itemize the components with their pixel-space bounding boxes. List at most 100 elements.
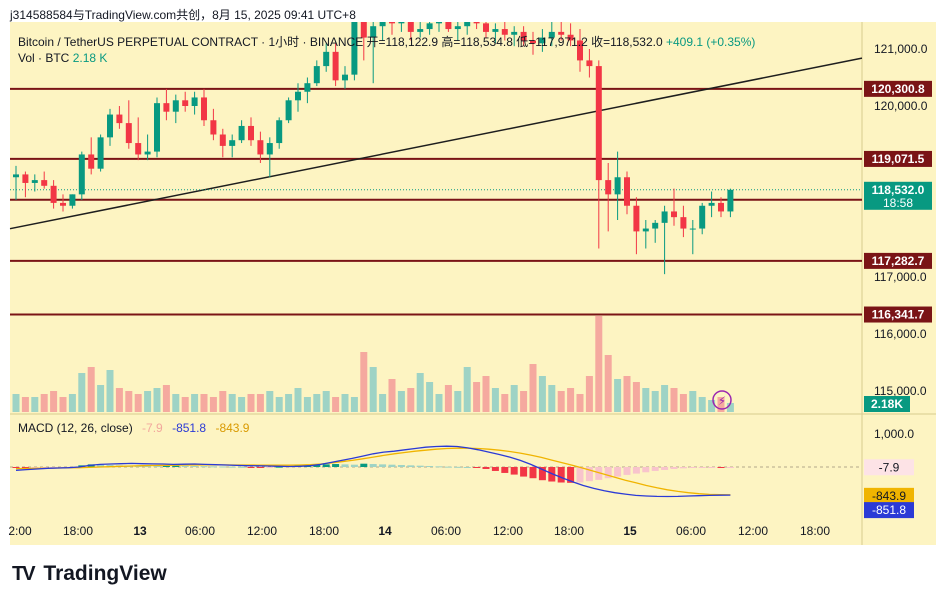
volume-bar: [576, 394, 584, 412]
macd-hist-bar: [726, 467, 734, 468]
candle-body: [97, 137, 104, 169]
macd-hist-bar: [144, 465, 152, 467]
volume-bar: [482, 376, 490, 412]
macd-value-tag-label: -7.9: [879, 460, 900, 474]
x-axis-tick-label: 06:00: [676, 524, 706, 538]
candle-body: [172, 100, 179, 112]
volume-bar: [642, 388, 650, 412]
volume-bar: [614, 379, 622, 412]
candle-body: [633, 205, 640, 232]
candle-body: [276, 120, 283, 144]
candle-body: [22, 174, 29, 183]
x-axis-tick-label: 12:00: [493, 524, 523, 538]
y-axis-tick-label: 115,000.0: [874, 384, 927, 398]
candle-body: [342, 74, 348, 81]
macd-hist-bar: [31, 467, 39, 469]
volume-bar: [153, 388, 161, 412]
candle-body: [238, 125, 245, 141]
volume-bar: [21, 397, 29, 412]
volume-legend: Vol · BTC 2.18 K: [18, 51, 107, 65]
volume-bar: [491, 388, 499, 412]
symbol-name[interactable]: Bitcoin / TetherUS PERPETUAL CONTRACT · …: [18, 35, 364, 49]
candle-body: [586, 60, 593, 67]
volume-bar: [209, 397, 217, 412]
candle-body: [50, 185, 57, 203]
candle-body: [154, 103, 160, 152]
x-axis-tick-label: 06:00: [431, 524, 461, 538]
candle-body: [642, 228, 649, 232]
macd-label[interactable]: MACD (12, 26, close): [18, 421, 133, 435]
macd-value-tag: [864, 502, 914, 519]
volume-bar: [538, 376, 546, 412]
volume-bar: [604, 355, 612, 412]
volume-bar: [679, 394, 687, 412]
shared-by-header: j314588584与TradingView.com共创，8月 15, 2025…: [10, 8, 356, 22]
macd-hist-bar: [651, 467, 659, 471]
candle-body: [727, 189, 734, 212]
volume-bar: [40, 394, 48, 412]
candle-body: [135, 143, 142, 155]
macd-hist-bar: [614, 467, 622, 477]
macd-hist-bar: [350, 464, 358, 467]
volume-bar: [623, 376, 631, 412]
candle-body: [191, 97, 198, 106]
tradingview-brand[interactable]: TV TradingView: [12, 562, 167, 586]
volume-bar: [520, 391, 528, 412]
volume-bar: [172, 394, 180, 412]
volume-label[interactable]: Vol · BTC: [18, 51, 70, 65]
candle-body: [13, 174, 19, 178]
macd-line: [15, 445, 731, 498]
candle-body: [614, 177, 621, 195]
candle-body: [313, 66, 320, 84]
macd-value-tag: [864, 487, 914, 504]
volume-bar: [200, 394, 208, 412]
candle-body: [492, 29, 499, 32]
candle-body: [389, 22, 395, 24]
candle-body: [398, 22, 405, 24]
macd-hist-bar: [12, 467, 20, 468]
macd-hist-bar: [585, 467, 593, 482]
close-value: 收=118,532.0: [591, 35, 663, 49]
candle-body: [661, 211, 668, 223]
volume-bar: [407, 388, 415, 412]
lightning-icon-glyph: ⚡: [718, 394, 726, 408]
y-axis-tick-label: 117,000.0: [874, 270, 927, 284]
macd-hist-bar: [275, 466, 283, 468]
x-axis-tick-label: 18:00: [309, 524, 339, 538]
macd-hist-bar: [661, 467, 669, 470]
volume-bar: [689, 391, 697, 412]
level-tag-label: 119,071.5: [872, 152, 925, 166]
macd-hist-bar: [369, 464, 377, 467]
volume-bar: [529, 364, 537, 412]
volume-bar: [115, 388, 123, 412]
volume-bar: [219, 391, 227, 412]
candle-body: [501, 29, 508, 35]
candle-body: [605, 180, 612, 195]
macd-hist-bar: [40, 467, 48, 468]
volume-bar: [125, 391, 133, 412]
volume-bar: [31, 397, 39, 412]
macd-hist-bar: [228, 466, 236, 468]
volume-bar: [59, 397, 67, 412]
x-axis-tick-label: 12:00: [738, 524, 768, 538]
volume-bar: [501, 394, 509, 412]
macd-signal-value: -843.9: [215, 421, 250, 435]
candle-body: [201, 97, 207, 121]
x-axis-tick-label: 18:00: [63, 524, 93, 538]
candle-body: [530, 40, 536, 44]
candle-body: [304, 83, 311, 92]
volume-bar: [294, 388, 302, 412]
macd-hist-bar: [181, 465, 189, 467]
macd-hist-bar: [266, 467, 274, 468]
candle-body: [558, 31, 565, 35]
volume-bar: [548, 385, 556, 412]
volume-bar: [651, 391, 659, 412]
candle-body: [436, 22, 442, 24]
macd-hist-bar: [567, 467, 575, 483]
volume-bar: [454, 391, 462, 412]
macd-hist-bar: [604, 467, 612, 479]
x-axis-tick-label: 2:00: [8, 524, 32, 538]
volume-bar: [557, 391, 565, 412]
macd-hist-bar: [717, 467, 725, 468]
